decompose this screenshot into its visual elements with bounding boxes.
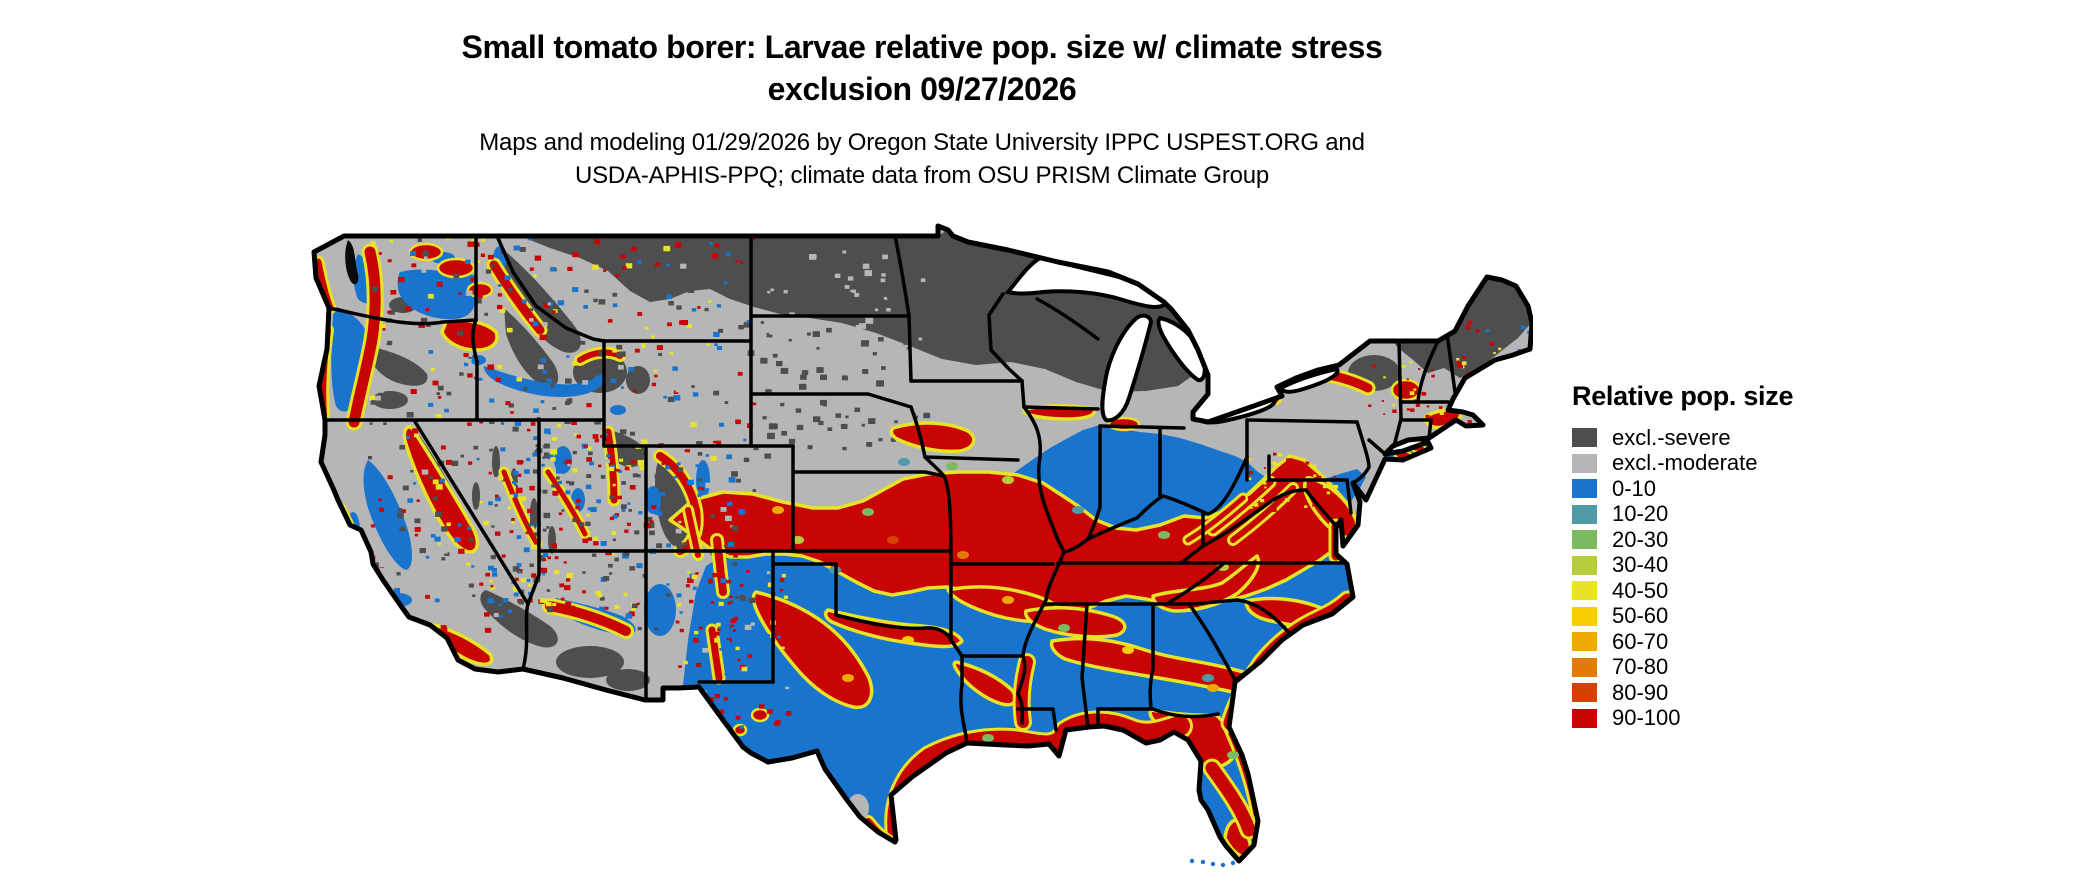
state-border (1304, 488, 1338, 528)
legend-swatch (1572, 428, 1597, 448)
legend-swatch (1572, 606, 1597, 626)
state-border (1016, 707, 1058, 732)
legend-swatch (1572, 453, 1597, 473)
legend-swatch (1572, 479, 1597, 499)
legend-swatch (1572, 504, 1597, 524)
legend-swatch (1572, 632, 1597, 652)
state-border (923, 455, 1020, 462)
legend-swatch (1572, 683, 1597, 703)
state-border (1187, 602, 1237, 682)
map-title-line2: exclusion 09/27/2026 (767, 71, 1077, 107)
state-border (1445, 331, 1457, 394)
florida-keys-dot (1220, 862, 1226, 868)
legend-entry-40-50: 40-50 (1572, 578, 1840, 604)
puget-sound (345, 240, 359, 285)
legend-entry-90-100: 90-100 (1572, 705, 1840, 732)
state-border (949, 638, 969, 745)
state-border (987, 292, 1024, 383)
state-border (942, 474, 953, 566)
state-border (1179, 512, 1205, 565)
state-border (1080, 602, 1090, 729)
legend-label: 10-20 (1612, 501, 1669, 527)
state-border (1098, 424, 1186, 430)
legend-entry-70-80: 70-80 (1572, 654, 1840, 681)
map-subtitle: Maps and modeling 01/29/2026 by Oregon S… (0, 126, 1844, 192)
legend-label: 80-90 (1612, 679, 1669, 705)
legend-entry-20-30: 20-30 (1572, 527, 1840, 553)
legend-label: excl.-moderate (1612, 450, 1758, 476)
state-border (1245, 418, 1359, 424)
legend-entry-excl-moderate: excl.-moderate (1572, 450, 1840, 477)
legend-label: 40-50 (1612, 577, 1669, 603)
florida-keys-dot (1210, 861, 1216, 867)
map-subtitle-line2: USDA-APHIS-PPQ; climate data from OSU PR… (574, 162, 1270, 189)
state-border (1086, 455, 1249, 541)
state-border (1096, 707, 1220, 719)
legend-label: 30-40 (1612, 552, 1669, 578)
legend-label: 50-60 (1612, 603, 1669, 629)
state-border (907, 314, 913, 383)
legend-entry-10-20: 10-20 (1572, 501, 1840, 528)
map-title-line1: Small tomato borer: Larvae relative pop.… (461, 29, 1383, 65)
state-border (1201, 488, 1308, 548)
legend-label: 0-10 (1612, 475, 1657, 501)
state-border (1367, 438, 1387, 456)
legend-title: Relative pop. size (1572, 381, 1794, 411)
state-border (1062, 537, 1090, 554)
state-border (1022, 405, 1100, 411)
florida-keys-dot (1189, 858, 1195, 864)
legend-swatch (1572, 555, 1597, 575)
map-raster-layers (314, 226, 1532, 861)
great-lake (1100, 313, 1154, 423)
legend-swatch (1572, 530, 1597, 550)
map-header: Small tomato borer: Larvae relative pop.… (0, 26, 1844, 192)
legend: Relative pop. size excl.-severe excl.-mod… (1572, 381, 1840, 731)
state-border (771, 562, 838, 617)
legend-entry-60-70: 60-70 (1572, 629, 1840, 655)
map-subtitle-line1: Maps and modeling 01/29/2026 by Oregon S… (479, 129, 1365, 156)
florida-keys-dot (1200, 859, 1206, 865)
legend-label: excl.-severe (1612, 424, 1731, 450)
state-border (1035, 297, 1100, 341)
state-border (1086, 424, 1102, 541)
legend-entry-30-40: 30-40 (1572, 552, 1840, 579)
legend-swatch (1572, 581, 1597, 601)
state-border (327, 306, 478, 326)
state-border (1191, 598, 1292, 636)
state-border (791, 470, 946, 478)
state-border (495, 234, 606, 343)
state-border (1351, 420, 1371, 485)
legend-swatch (1572, 708, 1597, 728)
us-choropleth-map (311, 223, 1533, 868)
legend-entry-50-60: 50-60 (1572, 603, 1840, 630)
great-lake (1278, 366, 1340, 394)
legend-label: 20-30 (1612, 526, 1669, 552)
state-border (471, 318, 479, 422)
state-border (1416, 339, 1440, 403)
state-border (834, 613, 953, 642)
state-border (1345, 478, 1353, 515)
state-border (893, 234, 911, 318)
legend-entry-80-90: 80-90 (1572, 680, 1840, 706)
state-border (1016, 379, 1066, 725)
legend-entry-0-10: 0-10 (1572, 476, 1840, 502)
state-border (1165, 561, 1226, 606)
florida-keys-dot (1230, 860, 1236, 866)
state-border (526, 549, 541, 606)
state-border (1148, 602, 1155, 711)
state-border (749, 392, 913, 409)
legend-swatch (1572, 657, 1597, 677)
legend-entry-excl-severe: excl.-severe (1572, 425, 1840, 451)
legend-label: 90-100 (1612, 705, 1681, 731)
legend-label: 70-80 (1612, 654, 1669, 680)
us-outline (311, 223, 1533, 864)
legend-rows: excl.-severe excl.-moderate 0-10 10-20 20-30… (1572, 425, 1840, 731)
map-container (308, 210, 1533, 884)
legend-label: 60-70 (1612, 628, 1669, 654)
state-border (909, 405, 927, 459)
